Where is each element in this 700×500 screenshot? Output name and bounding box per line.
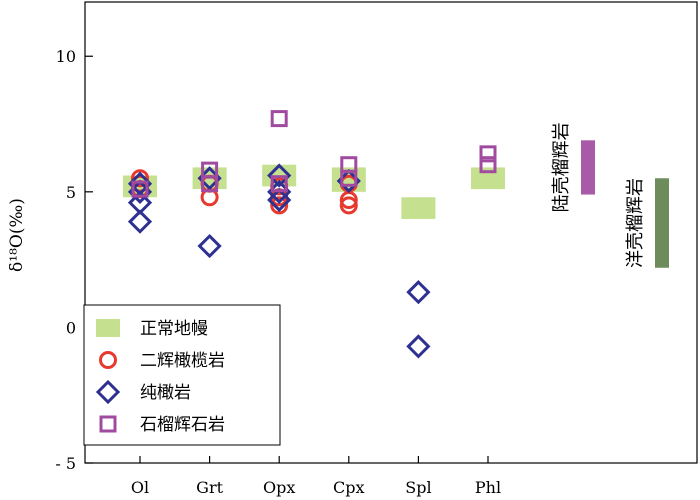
- square-marker: [201, 161, 219, 179]
- plot-frame: [84, 1, 698, 464]
- y-axis: - 5 0 5 10: [55, 47, 93, 473]
- legend-swatch: [96, 319, 120, 337]
- square-marker: [270, 175, 288, 193]
- diamond-marker: [127, 171, 153, 196]
- y-tick-label: 0: [66, 318, 76, 337]
- reference-range-bar: [655, 178, 669, 268]
- x-tick-label: Spl: [405, 478, 431, 497]
- reference-range-bar: [581, 140, 595, 195]
- x-tick-label: Grt: [196, 478, 223, 497]
- x-axis: Ol Grt Opx Cpx Spl Phl: [131, 456, 501, 497]
- legend-label: 正常地幔: [140, 319, 208, 339]
- square-marker: [270, 110, 288, 128]
- legend-swatch: [95, 379, 121, 405]
- diamond-marker: [197, 233, 222, 259]
- reference-range-label: 洋壳榴辉岩: [625, 178, 646, 268]
- square-marker: [479, 156, 497, 174]
- circle-marker: [339, 196, 358, 215]
- data-points: [127, 110, 497, 359]
- legend-label: 二辉橄榄岩: [140, 351, 225, 371]
- circle-marker: [131, 169, 149, 188]
- y-tick-label: - 5: [55, 454, 76, 473]
- legend-swatch: [99, 351, 117, 369]
- x-tick-label: Ol: [131, 478, 149, 497]
- normal-mantle-band: [401, 197, 436, 219]
- y-axis-label: δ¹⁸O(‰): [7, 198, 27, 272]
- legend-label: 纯橄岩: [140, 383, 191, 403]
- diamond-marker: [406, 334, 431, 359]
- diamond-marker: [267, 163, 292, 188]
- square-marker: [340, 169, 358, 187]
- square-marker: [479, 145, 497, 163]
- diamond-marker: [127, 209, 153, 234]
- y-tick-label: 10: [56, 47, 76, 66]
- x-tick-label: Phl: [475, 478, 501, 497]
- x-tick-label: Opx: [263, 478, 295, 497]
- legend-label: 石榴辉石岩: [140, 415, 225, 435]
- circle-marker: [270, 196, 289, 215]
- normal-mantle-bands: [123, 164, 505, 219]
- legend-swatch: [99, 415, 117, 433]
- diamond-marker: [127, 190, 153, 215]
- reference-range-label: 陆壳榴辉岩: [551, 122, 572, 212]
- x-tick-label: Cpx: [333, 478, 365, 497]
- y-tick-label: 5: [66, 183, 76, 202]
- square-marker: [131, 180, 149, 198]
- diamond-marker: [406, 280, 431, 305]
